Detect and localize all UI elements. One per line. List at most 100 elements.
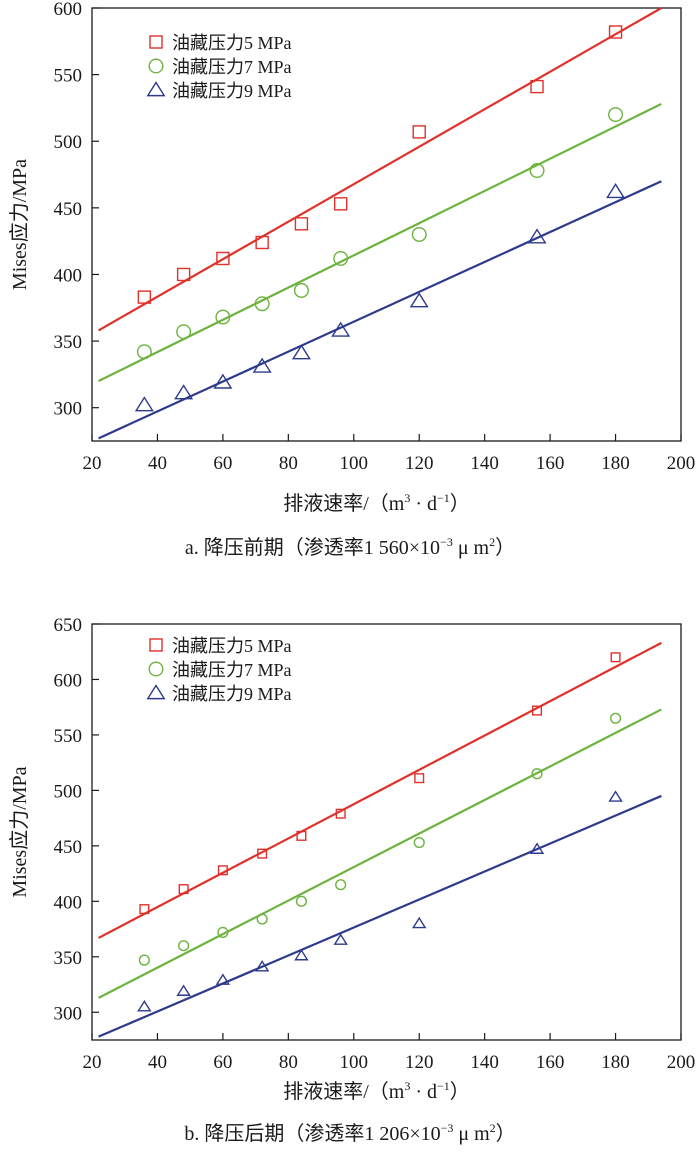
y-tick-label: 350 [54,332,83,353]
y-axis-label: Mises应力/MPa [8,766,31,897]
data-point [529,842,545,854]
data-point [217,926,229,938]
data-point [254,296,270,312]
y-tick-label: 550 [54,726,83,747]
x-tick-label: 160 [536,453,565,474]
x-tick-label: 180 [601,1052,630,1073]
fit-line [98,708,662,999]
data-point [293,282,309,298]
data-point [296,830,307,841]
series-3 [98,180,662,440]
data-point [294,948,309,961]
x-tick-label: 40 [148,1052,167,1073]
data-point [414,773,425,784]
plot-frame [91,623,682,1041]
x-tick-label: 40 [148,453,167,474]
x-axis-label-text: 排液速率/（m [283,492,405,515]
fit-line [98,180,662,440]
x-tick-label: 100 [340,453,369,474]
series-1 [97,7,662,332]
caption-prefix: a. [185,537,204,559]
data-point [294,217,309,231]
data-point [176,267,191,282]
data-point [136,344,152,360]
caption-unit: μ m [453,1123,490,1145]
data-point [531,768,543,780]
data-point [139,904,150,915]
data-point [412,125,426,139]
y-tick-label: 500 [54,781,83,802]
x-tick-label: 200 [667,453,696,474]
x-tick-label: 120 [405,453,434,474]
legend-marker [149,638,163,652]
data-point [291,344,311,360]
caption-unit-exp: 2 [490,1121,496,1135]
x-axis-label-end: ） [450,1080,470,1103]
caption-exp: −3 [440,535,453,549]
data-point [213,373,233,389]
data-point [215,973,231,985]
data-point [333,250,349,266]
data-point [331,321,351,337]
x-axis-label-sup: 3 [404,1079,410,1093]
x-tick-label: 140 [470,453,499,474]
data-point [335,808,346,819]
fit-line [97,7,662,332]
x-tick-label: 20 [83,453,102,474]
y-tick-label: 600 [54,670,83,691]
data-point [134,396,154,412]
y-tick-label: 450 [54,199,83,220]
figure-caption: a. 降压前期（渗透率1 560×10−3 μ m2） [185,535,515,559]
legend-label: 油藏压力5 MPa [172,636,292,656]
data-point [608,790,623,802]
x-axis-label-mid: · d [410,493,437,515]
x-tick-label: 160 [536,1052,565,1073]
legend-label: 油藏压力9 MPa [172,684,292,704]
x-tick-label: 120 [405,1052,434,1073]
data-point [176,984,191,996]
x-axis-label-sup: 3 [404,491,410,505]
x-tick-label: 100 [340,1052,369,1073]
caption-title: 降压后期（渗透率1 206×10 [204,1122,440,1145]
data-point [256,913,268,925]
y-tick-label: 400 [54,265,83,286]
data-point [252,357,272,373]
legend-label: 油藏压力9 MPa [172,81,292,101]
fit-line [98,794,662,1038]
data-point [137,1000,152,1012]
y-tick-label: 650 [54,615,83,636]
y-tick-label: 350 [54,948,83,969]
data-point [335,879,347,891]
x-axis-label-end: ） [450,492,470,515]
legend-label: 油藏压力7 MPa [172,660,292,680]
data-point [529,163,545,179]
fit-line [98,102,662,383]
series-2 [98,708,662,999]
data-point [609,712,622,724]
legend-marker [148,661,164,677]
x-tick-label: 200 [667,1052,696,1073]
caption-prefix: b. [184,1123,204,1145]
data-point [409,292,429,308]
legend-label: 油藏压力7 MPa [172,57,292,77]
plot-frame [91,7,682,442]
y-tick-label: 400 [54,892,83,913]
x-axis-label-mid: · d [410,1081,437,1103]
figure-caption: b. 降压后期（渗透率1 206×10−3 μ m2） [184,1121,515,1145]
data-point [530,79,544,94]
data-point [217,865,228,876]
series-2 [98,102,662,383]
data-point [333,197,348,211]
caption-close: ） [495,536,515,559]
data-point [138,954,150,966]
series-3 [98,790,662,1038]
data-point [532,705,543,716]
data-point [137,290,152,304]
data-point [527,228,547,244]
data-point [176,324,192,340]
data-point [606,183,626,199]
caption-close: ） [496,1122,516,1145]
data-point [257,848,268,859]
data-point [333,933,348,945]
